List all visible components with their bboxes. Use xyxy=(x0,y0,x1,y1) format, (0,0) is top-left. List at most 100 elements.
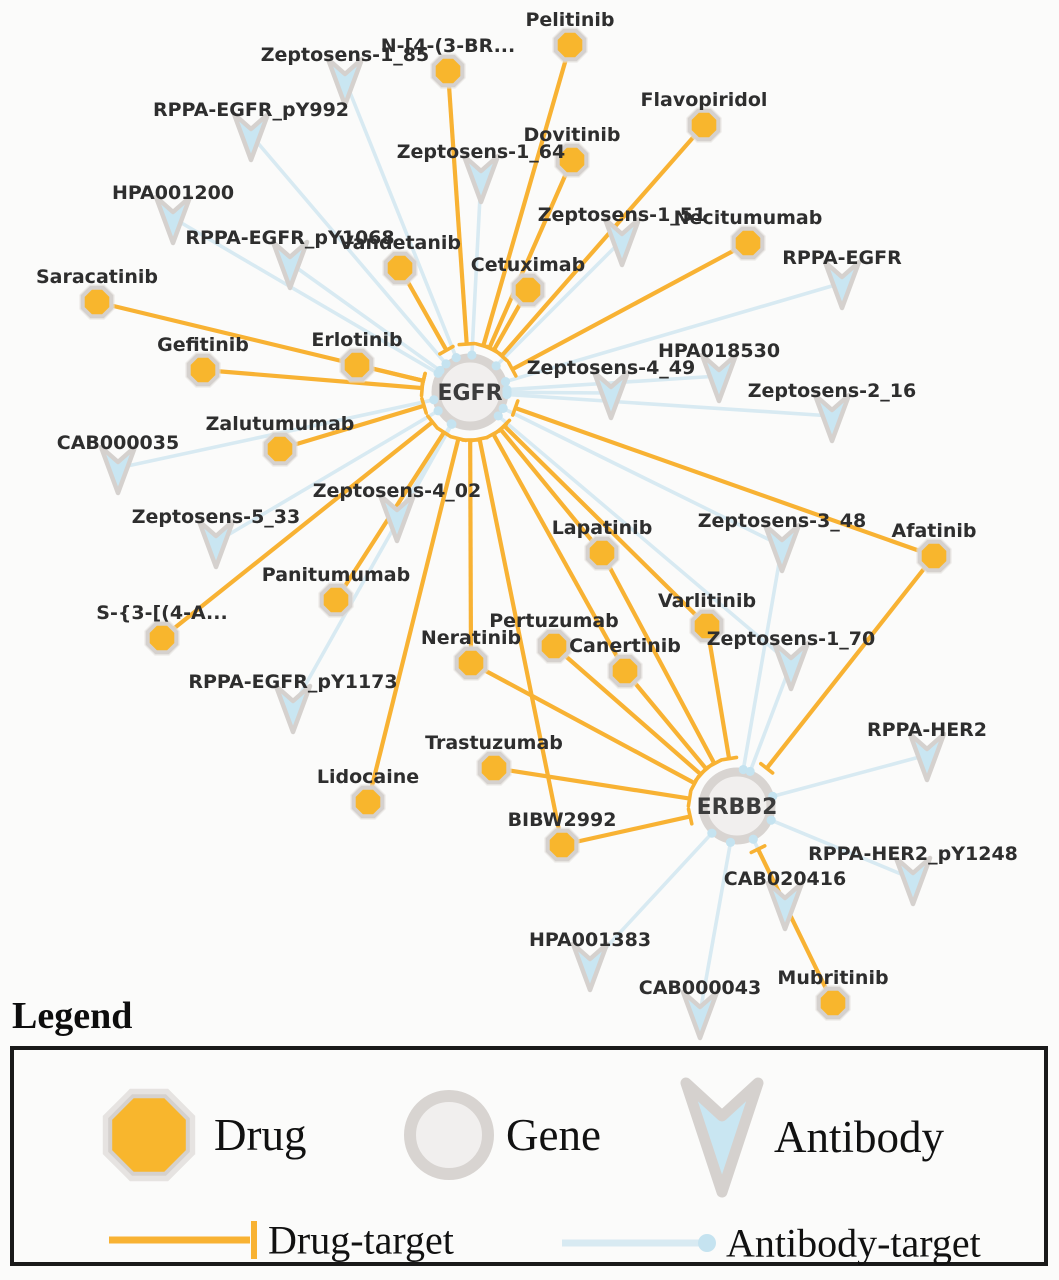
antibody-node-label: CAB000035 xyxy=(57,432,179,454)
drug-node-label: Saracatinib xyxy=(36,266,158,288)
drug-node[interactable] xyxy=(80,285,114,319)
antibody-target-edge xyxy=(249,133,448,366)
drug-target-edge-icon xyxy=(109,1221,257,1259)
antibody-node[interactable] xyxy=(377,492,417,544)
antibody-node[interactable] xyxy=(602,216,642,268)
drug-node[interactable] xyxy=(690,609,724,643)
drug-node[interactable] xyxy=(917,539,951,573)
drug-node-label: Dovitinib xyxy=(524,124,621,146)
drug-node[interactable] xyxy=(537,629,571,663)
antibody-edge-endpoint-dot xyxy=(768,791,778,802)
antibody-node[interactable] xyxy=(325,56,365,108)
antibody-node[interactable] xyxy=(231,111,271,163)
drug-edge-tee-arrowhead xyxy=(435,426,453,439)
drug-target-edge xyxy=(160,420,434,640)
legend-label-antibody-target: Antibody-target xyxy=(726,1220,981,1266)
antibody-node-label: Zeptosens-1_51 xyxy=(538,204,706,226)
drug-node[interactable] xyxy=(816,986,850,1020)
drug-target-edge xyxy=(445,70,469,345)
antibody-edge-endpoint-dot xyxy=(745,766,755,777)
drug-node[interactable] xyxy=(454,646,488,680)
drug-node-label: Flavopiridol xyxy=(641,89,768,111)
antibody-node[interactable] xyxy=(762,522,802,574)
antibody-edge-endpoint-dot xyxy=(707,828,717,838)
legend-title: Legend xyxy=(12,995,133,1037)
antibody-node[interactable] xyxy=(812,392,852,444)
legend-box: Drug Gene Antibody Drug-target Antibody-… xyxy=(10,1046,1048,1266)
drug-edge-tee-arrowhead xyxy=(470,435,489,443)
drug-edge-tee-arrowhead xyxy=(686,789,693,808)
antibody-node[interactable] xyxy=(822,259,862,311)
drug-target-edge xyxy=(481,44,573,347)
antibody-target-edge xyxy=(497,414,793,666)
drug-node[interactable] xyxy=(555,143,589,177)
drug-target-edge xyxy=(600,552,717,765)
drug-node-label: Cetuximab xyxy=(471,254,585,276)
antibody-node[interactable] xyxy=(196,518,236,570)
antibody-target-edge xyxy=(215,409,440,544)
legend-label-drug: Drug xyxy=(214,1110,307,1160)
antibody-node[interactable] xyxy=(98,444,138,496)
drug-node[interactable] xyxy=(383,251,417,285)
drug-node[interactable] xyxy=(340,348,374,382)
antibody-edge-endpoint-dot xyxy=(447,419,457,429)
drug-node[interactable] xyxy=(186,353,220,387)
antibody-node[interactable] xyxy=(153,194,193,246)
antibody-node[interactable] xyxy=(273,683,313,735)
drug-node[interactable] xyxy=(511,273,545,307)
drug-target-edge xyxy=(514,406,935,558)
antibody-node[interactable] xyxy=(893,855,933,907)
antibody-node[interactable] xyxy=(461,153,501,205)
drug-node-label: Zalutumumab xyxy=(206,413,355,435)
drug-edge-tee-arrowhead xyxy=(484,428,502,440)
antibody-node[interactable] xyxy=(680,989,720,1041)
antibody-edge-endpoint-dot xyxy=(433,406,443,416)
drug-node[interactable] xyxy=(687,108,721,142)
antibody-target-edge xyxy=(772,753,928,799)
drug-node[interactable] xyxy=(351,785,385,819)
drug-node-label: Canertinib xyxy=(569,635,681,657)
drug-target-edge xyxy=(511,241,749,372)
drug-edge-tee-arrowhead xyxy=(485,344,503,356)
antibody-target-edge xyxy=(470,176,483,356)
antibody-target-edge xyxy=(588,831,714,967)
antibody-node[interactable] xyxy=(570,941,610,993)
antibody-node[interactable] xyxy=(591,369,631,421)
drug-target-edge xyxy=(502,424,709,628)
gene-node-icon xyxy=(404,1090,494,1180)
antibody-target-edge xyxy=(748,663,793,773)
drug-node[interactable] xyxy=(477,751,511,785)
drug-target-edge xyxy=(756,848,835,1004)
antibody-node[interactable] xyxy=(907,731,947,783)
drug-target-edge xyxy=(279,403,425,452)
legend-label-gene: Gene xyxy=(506,1110,601,1160)
drug-node[interactable] xyxy=(263,432,297,466)
drug-node-label: N-[4-(3-BR... xyxy=(381,35,515,57)
antibody-node[interactable] xyxy=(771,640,811,692)
drug-node-label: Trastuzumab xyxy=(425,732,563,754)
antibody-edge-endpoint-dot xyxy=(766,815,776,825)
drug-node[interactable] xyxy=(145,621,179,655)
drug-node[interactable] xyxy=(545,828,579,862)
drug-node[interactable] xyxy=(585,536,619,570)
drug-target-edge xyxy=(477,438,565,846)
antibody-node[interactable] xyxy=(765,880,805,932)
gene-node[interactable] xyxy=(698,767,776,845)
drug-node[interactable] xyxy=(608,654,642,688)
antibody-node-label: RPPA-EGFR_pY1068 xyxy=(185,227,394,249)
antibody-node[interactable] xyxy=(270,239,310,291)
antibody-node-label: Zeptosens-4_49 xyxy=(527,357,695,379)
legend-label-drug-target: Drug-target xyxy=(268,1217,454,1263)
antibody-node-icon xyxy=(680,1077,764,1198)
drug-node-label: Afatinib xyxy=(891,520,976,542)
drug-node[interactable] xyxy=(319,583,353,617)
antibody-node-label: HPA001200 xyxy=(112,182,234,204)
nodes-layer xyxy=(79,27,952,1041)
antibody-node[interactable] xyxy=(699,352,739,404)
antibody-edge-endpoint-dot xyxy=(429,395,439,405)
drug-node[interactable] xyxy=(731,226,765,260)
legend-icons xyxy=(102,1077,764,1259)
antibody-node-label: Zeptosens-1_64 xyxy=(397,141,565,163)
drug-node[interactable] xyxy=(553,28,587,62)
drug-node[interactable] xyxy=(431,54,465,88)
